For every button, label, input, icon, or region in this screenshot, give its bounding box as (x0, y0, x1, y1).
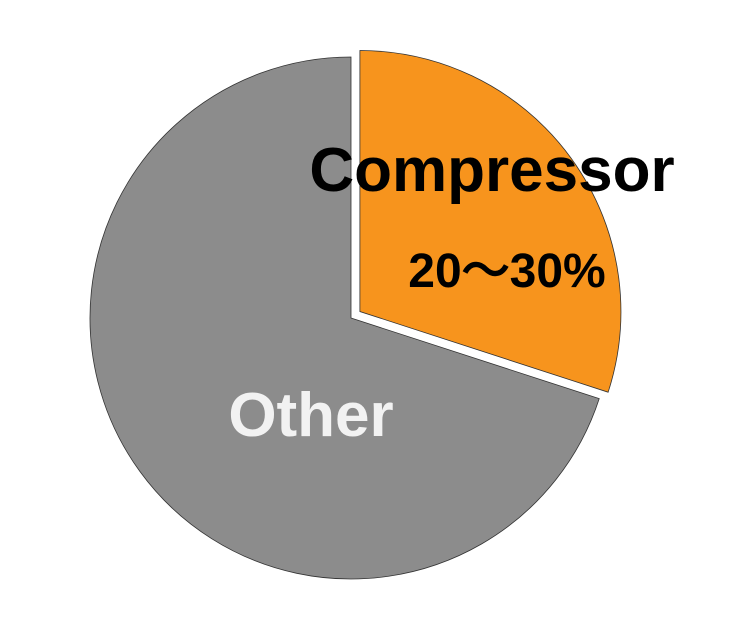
slice-label-other: Other (228, 381, 393, 450)
pie-slice-other (89, 56, 600, 580)
slice-value-label-compressor: 20〜30% (408, 245, 605, 298)
slice-label-compressor: Compressor (309, 136, 674, 205)
pie-slice-compressor (359, 50, 622, 393)
